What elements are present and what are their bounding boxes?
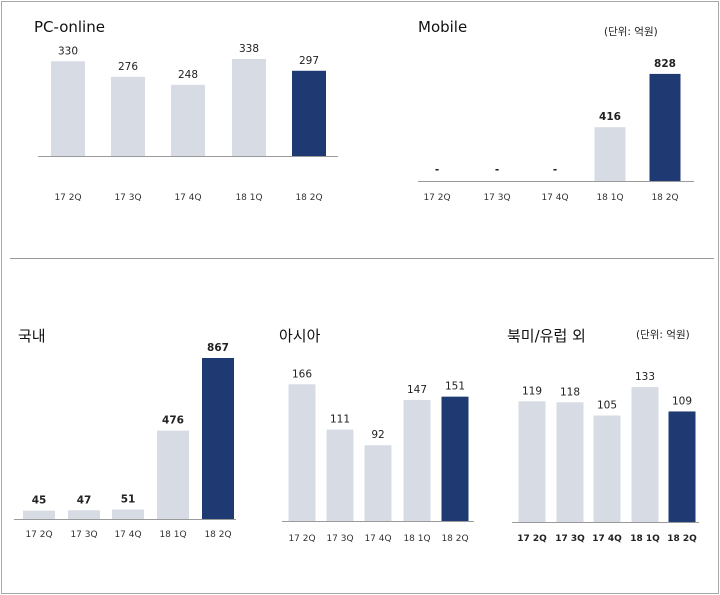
tick-label: 17 2Q xyxy=(423,193,450,203)
tick-label: 17 2Q xyxy=(288,534,315,544)
bar xyxy=(111,76,145,156)
data-label: 297 xyxy=(299,55,319,67)
chart-na-eu: 북미/유럽 외 (단위: 억원) 119 17 2Q 118 17 3Q 105 17 4… xyxy=(507,327,699,544)
bar xyxy=(593,415,621,522)
tick-label: 17 4Q xyxy=(541,193,568,203)
tick-label: 18 2Q xyxy=(651,193,678,203)
data-label: 166 xyxy=(292,368,312,380)
tick-label: 17 3Q xyxy=(114,193,141,203)
data-label: 828 xyxy=(654,58,676,70)
data-label: 133 xyxy=(635,371,655,383)
tick-label: 17 3Q xyxy=(326,534,353,544)
bar xyxy=(364,445,392,521)
bar xyxy=(23,510,55,519)
data-label: 47 xyxy=(77,494,92,506)
bar xyxy=(68,510,100,519)
chart-mobile: Mobile (단위: 억원) - 17 2Q - 17 3Q - 17 4Q 416 18 … xyxy=(418,18,694,203)
tick-label: 18 1Q xyxy=(403,534,430,544)
data-label: - xyxy=(495,164,499,176)
bar xyxy=(668,411,696,522)
bar xyxy=(441,396,469,521)
tick-label: 17 4Q xyxy=(592,534,622,544)
tick-label: 17 4Q xyxy=(364,534,391,544)
tick-label: 17 4Q xyxy=(114,530,141,540)
bar xyxy=(326,429,354,521)
tick-label: 18 1Q xyxy=(630,534,660,544)
tick-label: 18 1Q xyxy=(596,193,623,203)
tick-label: 17 2Q xyxy=(517,534,547,544)
tick-label: 17 2Q xyxy=(54,193,81,203)
bar xyxy=(171,84,205,156)
tick-label: 18 2Q xyxy=(667,534,697,544)
tick-label: 17 3Q xyxy=(555,534,585,544)
bar xyxy=(518,401,546,522)
tick-label: 18 1Q xyxy=(235,193,262,203)
data-label: 45 xyxy=(32,495,47,507)
tick-label: 18 2Q xyxy=(295,193,322,203)
unit-label: (단위: 억원) xyxy=(604,25,658,38)
data-label: 867 xyxy=(207,342,229,354)
tick-label: 18 2Q xyxy=(204,530,231,540)
tick-label: 17 3Q xyxy=(70,530,97,540)
data-label: 248 xyxy=(178,69,198,81)
chart-asia: 아시아 166 17 2Q 111 17 3Q 92 17 4Q 147 18 1Q 151 18… xyxy=(279,327,474,544)
tick-label: 17 4Q xyxy=(174,193,201,203)
chart-domestic: 국내 45 17 2Q 47 17 3Q 51 17 4Q 476 18 1Q 867 18 2Q xyxy=(14,327,236,540)
data-label: 416 xyxy=(599,111,621,123)
chart-title: 북미/유럽 외 xyxy=(507,327,586,345)
tick-label: 17 2Q xyxy=(25,530,52,540)
bar xyxy=(649,73,681,181)
data-label: 118 xyxy=(560,386,580,398)
chart-pc-online: PC-online 330 17 2Q 276 17 3Q 248 17 4Q 338 18 … xyxy=(34,18,338,203)
chart-title: 국내 xyxy=(18,327,46,345)
data-label: 119 xyxy=(522,385,542,397)
bar xyxy=(292,70,326,156)
section-divider xyxy=(10,258,714,259)
data-label: - xyxy=(435,164,439,176)
bar xyxy=(631,387,659,522)
bar xyxy=(288,384,316,521)
chart-title: Mobile xyxy=(418,18,467,36)
unit-label: (단위: 억원) xyxy=(636,328,690,341)
data-label: - xyxy=(553,164,557,176)
data-label: 51 xyxy=(121,494,136,506)
data-label: 105 xyxy=(597,400,617,412)
data-label: 151 xyxy=(445,381,465,393)
data-label: 276 xyxy=(118,61,138,73)
tick-label: 18 1Q xyxy=(159,530,186,540)
bar xyxy=(112,509,144,519)
bar xyxy=(556,402,584,522)
bar xyxy=(403,399,431,521)
bar xyxy=(232,59,266,156)
bar xyxy=(202,358,234,519)
chart-title: PC-online xyxy=(34,18,105,36)
data-label: 330 xyxy=(58,45,78,57)
data-label: 92 xyxy=(371,429,384,441)
data-label: 109 xyxy=(672,395,692,407)
data-label: 476 xyxy=(162,415,184,427)
bar xyxy=(594,127,626,181)
chart-title: 아시아 xyxy=(279,327,321,345)
bar xyxy=(157,430,189,519)
data-label: 147 xyxy=(407,384,427,396)
data-label: 338 xyxy=(239,43,259,55)
tick-label: 17 3Q xyxy=(483,193,510,203)
data-label: 111 xyxy=(330,414,350,426)
bar xyxy=(51,61,85,156)
tick-label: 18 2Q xyxy=(441,534,468,544)
